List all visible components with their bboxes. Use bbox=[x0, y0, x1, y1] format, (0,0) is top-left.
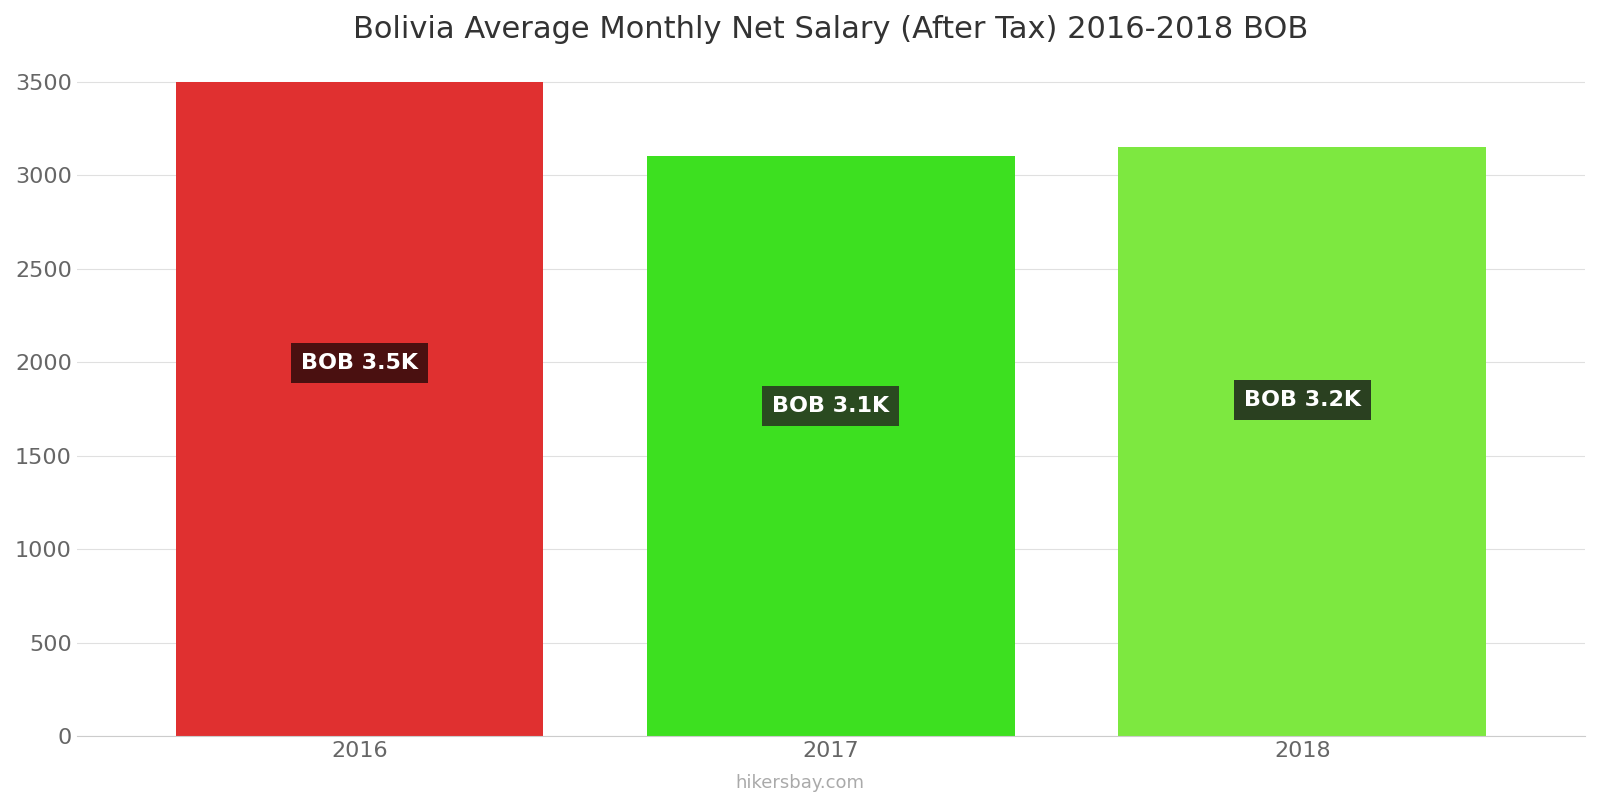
Bar bbox=[1118, 147, 1486, 736]
Text: hikersbay.com: hikersbay.com bbox=[736, 774, 864, 792]
Bar bbox=[646, 157, 1014, 736]
Title: Bolivia Average Monthly Net Salary (After Tax) 2016-2018 BOB: Bolivia Average Monthly Net Salary (Afte… bbox=[354, 15, 1309, 44]
Text: BOB 3.5K: BOB 3.5K bbox=[301, 353, 418, 373]
Text: BOB 3.1K: BOB 3.1K bbox=[773, 396, 890, 416]
Text: BOB 3.2K: BOB 3.2K bbox=[1243, 390, 1360, 410]
Bar bbox=[176, 82, 544, 736]
